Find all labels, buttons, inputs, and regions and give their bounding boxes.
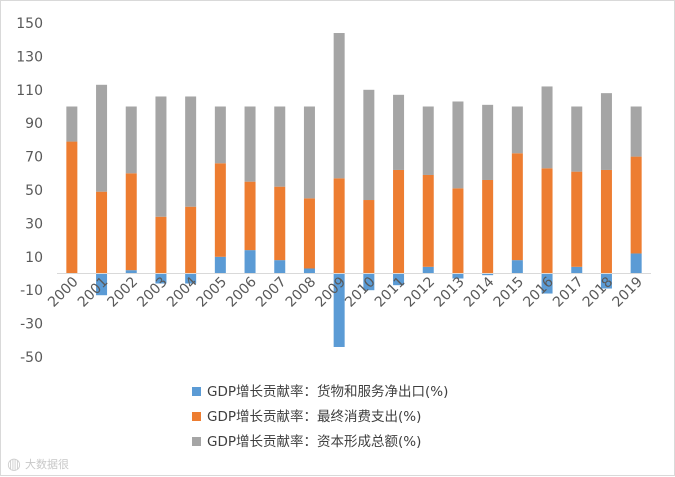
bar-series1-2017 [571,266,583,274]
bar-series3-2015 [511,106,523,154]
y-tick-label: 70 [25,150,43,166]
x-tick-label: 2000 [45,274,82,311]
bar-series2-2003 [155,216,167,274]
bar-series1-2012 [422,266,434,274]
watermark-logo-icon: ◍ [7,454,21,473]
bar-series3-2004 [185,96,197,207]
bar-series1-2001 [96,273,108,296]
legend-swatch [192,387,201,396]
bar-series1-2015 [511,260,523,274]
bar-series1-2019 [630,253,642,274]
bar-series2-2019 [630,156,642,254]
legend-label: GDP增长贡献率：资本形成总额(%) [207,433,421,450]
watermark: ◍ 大数据很 [7,454,69,473]
y-tick-label: 150 [16,16,43,32]
bar-series2-2005 [214,163,226,257]
bar-series2-2015 [511,153,523,261]
bar-series3-2003 [155,96,167,217]
bar-series3-2018 [600,93,612,170]
y-axis-labels: 150 130 110 90 70 50 30 10 -10 -30 -50 [16,16,43,366]
y-tick-label: -50 [20,350,43,366]
bar-series2-2013 [452,188,464,274]
bar-series3-2009 [333,33,345,179]
bar-series2-2016 [541,168,553,274]
bar-series2-2006 [244,181,256,251]
x-tick-label: 2007 [253,274,290,311]
y-tick-label: 130 [16,49,43,65]
bar-series1-2002 [125,270,137,274]
bar-series2-2000 [66,141,78,274]
bar-series1-2010 [363,273,375,291]
bar-series1-2018 [600,273,612,289]
x-tick-label: 2013 [431,274,468,311]
bar-series2-2018 [600,169,612,274]
bar-series3-2010 [363,89,375,201]
bar-series1-2004 [185,273,197,284]
bar-series1-2005 [214,256,226,274]
bar-series2-2017 [571,171,583,267]
bar-series1-2006 [244,250,256,274]
x-tick-label: 2014 [461,274,498,311]
x-tick-label: 2017 [550,274,587,311]
bar-series1-2007 [274,260,286,274]
bar-series2-2012 [422,174,434,267]
x-tick-label: 2002 [105,274,142,311]
bar-series1-2013 [452,273,464,279]
bar-series3-2012 [422,106,434,175]
legend-swatch [192,412,201,421]
bar-series1-2003 [155,273,167,284]
bar-series2-2011 [393,169,405,274]
bar-series3-2002 [125,106,137,174]
x-tick-label: 2008 [283,274,320,311]
watermark-text: 大数据很 [25,457,69,471]
bar-series2-2009 [333,178,345,274]
bar-series2-2001 [96,191,108,274]
bar-series3-2016 [541,86,553,169]
bar-series1-2011 [393,273,405,286]
bar-series1-2014 [482,273,494,276]
bar-series3-2011 [393,94,405,170]
bar-series2-2004 [185,206,197,274]
bar-series2-2010 [363,200,375,274]
x-tick-label: 2019 [609,274,646,311]
legend-label: GDP增长贡献率：最终消费支出(%) [207,408,421,425]
bar-series2-2007 [274,186,286,261]
bar-series3-2006 [244,106,256,182]
bar-series3-2000 [66,106,78,142]
bar-series3-2008 [303,106,315,199]
legend: GDP增长贡献率：货物和服务净出口(%) GDP增长贡献率：最终消费支出(%) GD… [192,383,448,450]
bar-series2-2008 [303,198,315,269]
legend-label: GDP增长贡献率：货物和服务净出口(%) [207,383,448,400]
bar-series3-2014 [482,104,494,180]
bar-series3-2013 [452,101,464,189]
x-tick-label: 2005 [194,274,231,311]
y-tick-label: -10 [20,283,43,299]
bar-series2-2002 [125,173,137,271]
bar-series3-2001 [96,84,108,192]
bar-series3-2007 [274,106,286,187]
bar-series2-2014 [482,179,494,274]
y-tick-label: 30 [25,216,43,232]
bar-series1-2016 [541,273,553,294]
x-tick-label: 2015 [491,274,528,311]
bar-series3-2017 [571,106,583,172]
bar-series1-2009 [333,273,345,347]
y-tick-label: -30 [20,317,43,333]
y-tick-label: 90 [25,116,43,132]
x-tick-label: 2012 [402,274,439,311]
y-tick-label: 110 [16,83,43,99]
x-tick-label: 2006 [223,274,260,311]
bar-series1-2008 [303,268,315,274]
y-tick-label: 50 [25,183,43,199]
bar-series3-2005 [214,106,226,164]
bars [66,33,642,347]
x-axis-labels: 2000200120022003200420052006200720082009… [45,274,646,311]
legend-swatch [192,437,201,446]
bar-series3-2019 [630,106,642,157]
y-tick-label: 10 [25,250,43,266]
